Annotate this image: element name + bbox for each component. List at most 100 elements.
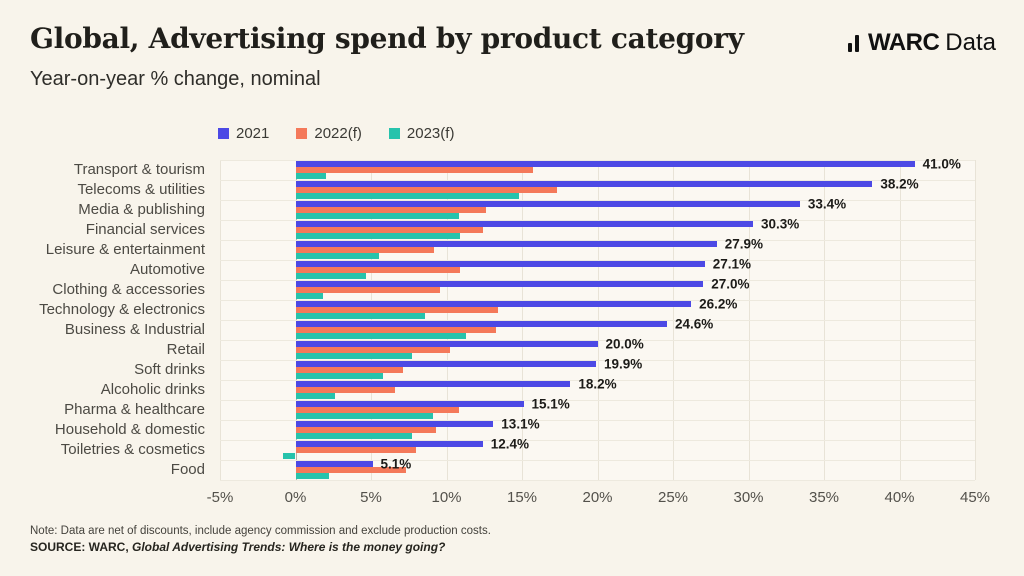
bar-2022f [295,227,483,233]
category-axis: Transport & tourism Telecoms & utilities M… [0,160,205,480]
bar-2021 [295,241,717,247]
category-label: Media & publishing [78,201,205,218]
x-tick-label: 25% [657,489,689,506]
bar-2022f [295,407,459,413]
bar-2023f [295,253,379,259]
row-separator [220,480,975,481]
row-separator [220,200,975,201]
chart-row: 27.0% [220,276,975,300]
bar-2023f [295,373,384,379]
x-tick-label: 5% [360,489,382,506]
page-subtitle: Year-on-year % change, nominal [30,68,321,90]
legend-label: 2023(f) [406,125,455,142]
value-label: 12.4% [490,436,530,452]
category-label: Household & domestic [54,421,205,438]
bar-2021 [295,341,598,347]
row-separator [220,360,975,361]
row-separator [220,180,975,181]
bar-2023f [295,353,412,359]
row-separator [220,320,975,321]
value-label: 27.9% [724,236,764,252]
bar-2022f [295,387,396,393]
logo-suffix-text: Data [945,29,996,56]
chart-legend: 2021 2022(f) 2023(f) [218,125,454,142]
bar-2023f [295,473,329,479]
x-tick-label: 45% [959,489,991,506]
bar-2021 [295,201,800,207]
bar-2022f [295,267,461,273]
bar-2021 [295,401,524,407]
bar-2021 [295,381,571,387]
category-label: Clothing & accessories [52,281,205,298]
value-label: 27.1% [712,256,751,272]
legend-swatch-icon [296,128,308,139]
page-title: Global, Advertising spend by product cat… [30,22,744,55]
bar-2021 [295,301,692,307]
chart-row: 33.4% [220,196,975,220]
source-title: Global Advertising Trends: Where is the … [132,540,446,554]
value-label: 13.1% [501,416,540,432]
bar-2022f [295,187,557,193]
bar-2023f [295,273,367,279]
row-separator [220,220,975,221]
x-tick-label: 40% [884,489,915,506]
gridline [975,160,976,480]
chart-row: 19.9% [220,356,975,380]
category-label: Leisure & entertainment [45,241,205,258]
category-label: Alcoholic drinks [100,381,205,398]
bar-2023f [295,313,426,319]
row-separator [220,260,975,261]
row-separator [220,380,975,381]
legend-item-2023f: 2023(f) [388,125,455,142]
category-label: Soft drinks [134,361,205,378]
x-tick-label: 30% [733,489,764,506]
x-tick-label: 35% [808,489,840,506]
row-separator [220,460,975,461]
x-tick-label: -5% [206,489,234,506]
bar-2022f [295,167,533,173]
category-label: Toiletries & cosmetics [60,441,205,458]
value-label: 18.2% [578,376,617,392]
row-separator [220,440,975,441]
category-label: Food [170,461,205,478]
value-label: 41.0% [922,156,961,172]
category-label: Telecoms & utilities [77,181,205,198]
bar-2023f [295,413,433,419]
chart-row: 30.3% [220,216,975,240]
warc-data-logo: WARC Data [847,29,996,56]
legend-item-2022f: 2022(f) [296,125,362,142]
category-label: Business & Industrial [64,321,205,338]
row-separator [220,420,975,421]
x-tick-label: 15% [506,489,538,506]
chart-row: 12.4% [220,436,975,460]
legend-label: 2022(f) [314,125,362,142]
row-separator [220,340,975,341]
bar-2022f [295,367,403,373]
bar-2022f [295,207,486,213]
chart-row: 27.9% [220,236,975,260]
logo-brand-text: WARC [867,29,940,56]
bar-2021 [295,221,754,227]
category-label: Pharma & healthcare [64,401,205,418]
value-label: 19.9% [603,356,643,372]
bar-2023f [283,453,296,459]
value-label: 27.0% [711,276,750,292]
bar-2022f [295,347,450,353]
chart-row: 20.0% [220,337,975,360]
bar-2021 [295,281,704,287]
value-label: 30.3% [761,216,800,232]
x-tick-label: 0% [284,489,307,506]
legend-swatch-icon [218,128,229,139]
value-label: 33.4% [807,196,847,212]
chart-row: 24.6% [220,317,975,340]
bar-2022f [295,247,435,253]
chart-row: 41.0% [220,156,975,180]
bar-2022f [295,307,498,313]
category-label: Automotive [129,261,205,278]
chart-row: 26.2% [220,297,975,320]
bar-2022f [295,467,406,473]
category-label: Retail [166,341,205,358]
bar-2021 [295,181,873,187]
x-tick-label: 20% [582,489,613,506]
